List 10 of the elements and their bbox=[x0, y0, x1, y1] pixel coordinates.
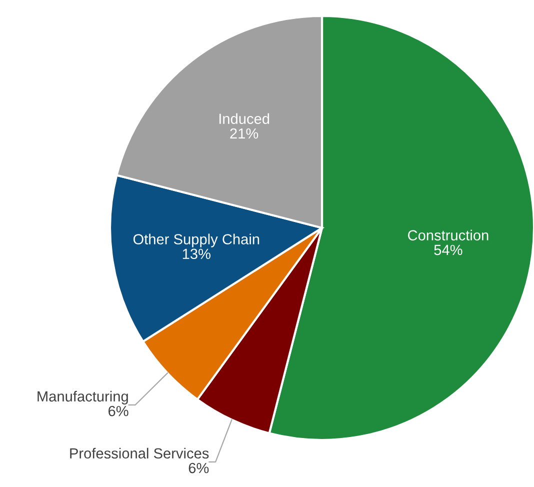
slice-label: Manufacturing bbox=[38, 390, 128, 404]
slice-label: Induced bbox=[219, 113, 270, 124]
data-label: 21% bbox=[230, 128, 258, 139]
data-label: 6% bbox=[188, 462, 209, 474]
slice-label: Professional Services bbox=[70, 448, 209, 459]
data-label: 54% bbox=[434, 244, 462, 256]
slice-label: Construction bbox=[408, 230, 488, 240]
slice-label: Other Supply Chain bbox=[133, 234, 260, 248]
data-label: 6% bbox=[108, 406, 128, 416]
data-label: 13% bbox=[182, 248, 210, 260]
